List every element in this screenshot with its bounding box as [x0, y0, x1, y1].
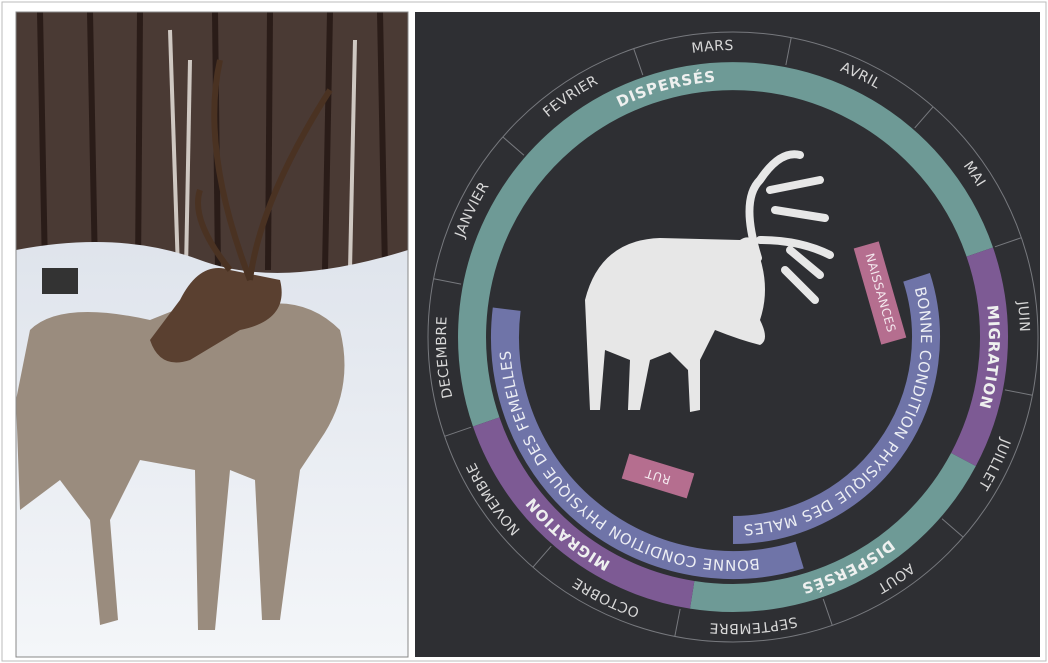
dispersed-band [458, 62, 994, 427]
reindeer-silhouette [585, 237, 765, 412]
migration-band [472, 417, 695, 609]
dispersed-band [689, 452, 976, 612]
month-divider [941, 518, 964, 538]
month-divider [914, 106, 934, 129]
month-divider [674, 608, 681, 637]
migration-band [951, 247, 1008, 467]
month-divider [994, 237, 1022, 248]
antlers [745, 150, 834, 304]
event-box [853, 241, 907, 345]
males-band [732, 273, 940, 544]
month-divider [532, 545, 552, 568]
month-label: MARS [691, 38, 734, 57]
event-box [621, 453, 695, 499]
females-band [491, 307, 804, 579]
cycle-wheel [427, 31, 1039, 643]
photo-border [15, 11, 409, 658]
month-label: JUIN [1014, 299, 1032, 332]
month-divider [444, 426, 472, 437]
outer-circle [427, 31, 1039, 643]
month-divider [822, 598, 833, 626]
month-divider [1004, 389, 1033, 396]
month-divider [785, 37, 792, 66]
month-label-text: JUIN [1014, 299, 1032, 332]
event-tag: NAISSANCES [853, 241, 907, 345]
month-label-text: MARS [691, 38, 734, 57]
month-divider [633, 48, 644, 76]
photo [16, 12, 408, 657]
month-divider [433, 278, 462, 285]
event-tag: RUT [621, 453, 695, 499]
month-divider [502, 136, 525, 156]
